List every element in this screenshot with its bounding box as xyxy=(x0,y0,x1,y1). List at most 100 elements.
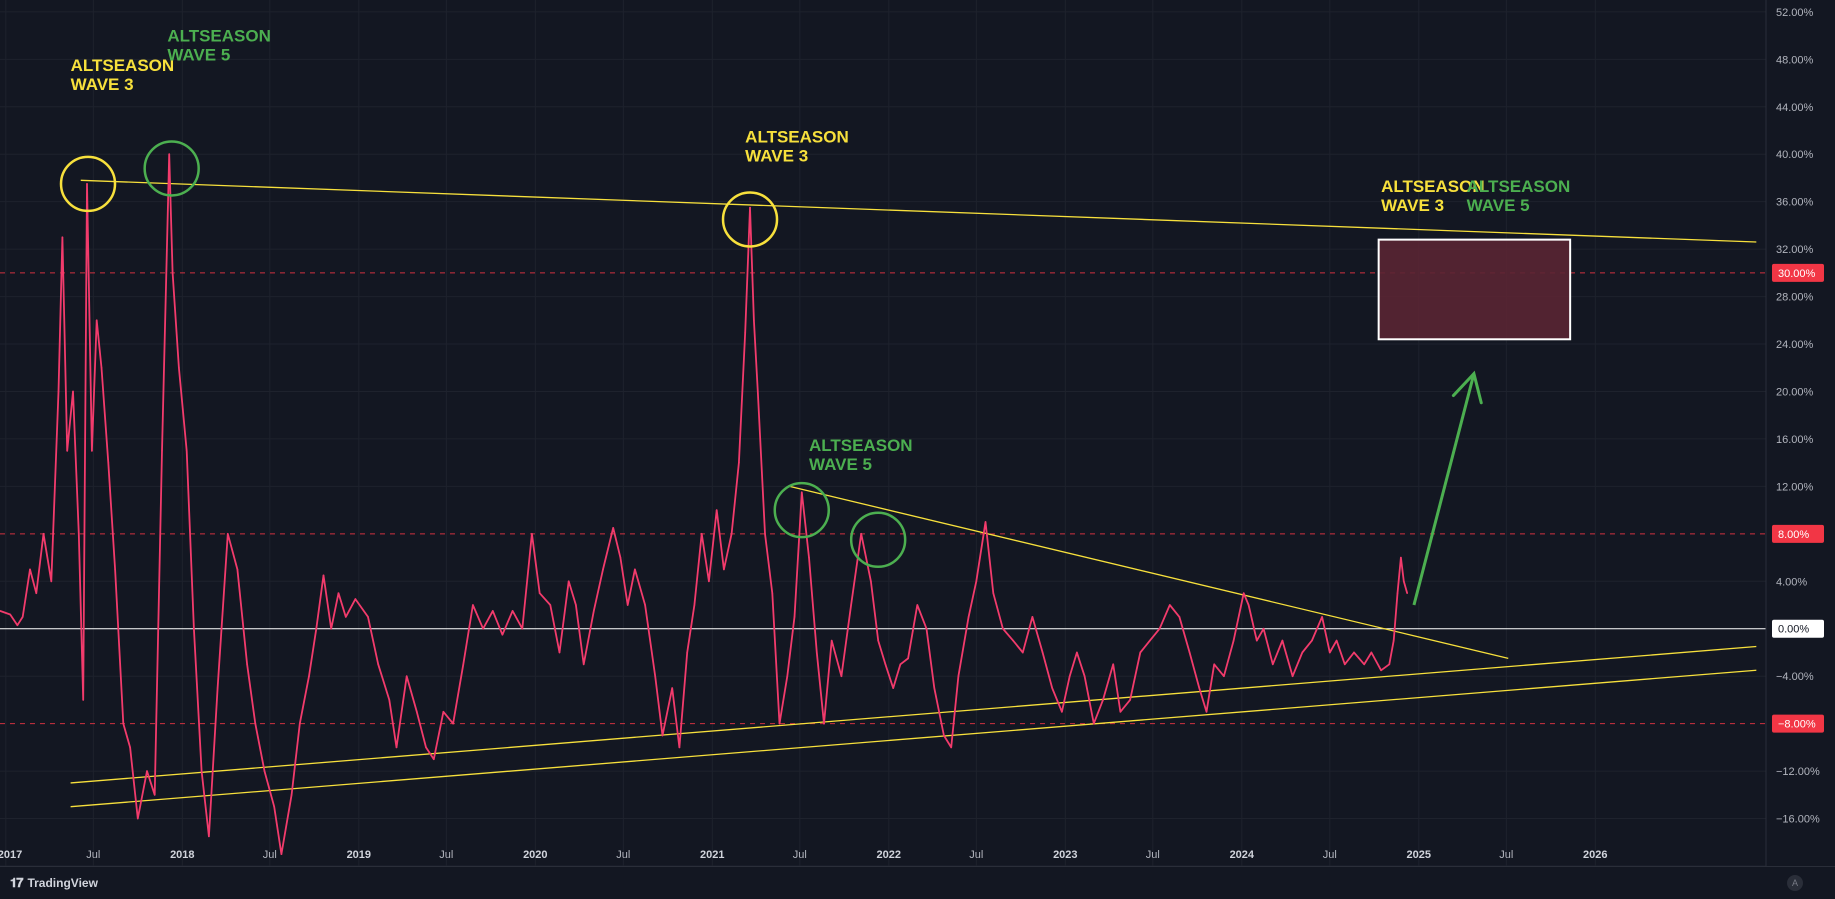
x-tick-label: 2021 xyxy=(700,849,724,861)
series-point xyxy=(168,153,171,156)
series-point xyxy=(1370,651,1373,654)
series-point xyxy=(462,663,465,666)
series-point xyxy=(793,616,796,618)
level-badge-label: −8.00% xyxy=(1778,719,1816,731)
tradingview-logo[interactable]: 𝟏𝟕 TradingView xyxy=(10,875,98,891)
trendline[interactable] xyxy=(80,179,1757,243)
annotation-label: ALTSEASON xyxy=(1467,177,1571,196)
series-point xyxy=(1247,604,1250,606)
series-point xyxy=(753,319,755,322)
x-tick-label: Jul xyxy=(263,849,277,861)
series-point xyxy=(236,568,239,571)
annotation-label: WAVE 3 xyxy=(71,75,134,94)
series-point xyxy=(661,734,664,737)
series-point xyxy=(1061,710,1063,713)
series-point xyxy=(21,616,24,618)
series-point xyxy=(1102,699,1104,701)
series-point xyxy=(1178,616,1181,618)
series-point xyxy=(129,746,131,749)
series-point xyxy=(1223,675,1225,677)
series-point xyxy=(1149,639,1151,642)
trendline[interactable] xyxy=(70,669,1757,808)
series-point xyxy=(800,491,803,494)
series-point xyxy=(619,556,622,559)
series-point xyxy=(1051,687,1054,689)
series-point xyxy=(1168,604,1171,606)
series-point xyxy=(200,770,203,772)
series-point xyxy=(16,624,19,626)
x-tick-label: Jul xyxy=(1499,849,1513,861)
series-point xyxy=(452,722,454,725)
series-point xyxy=(686,651,688,654)
series-point xyxy=(815,651,818,654)
time-axis[interactable]: 2017 Jul 2018 Jul 2019 Jul 2020 Jul 2021 Jul 2022 J… xyxy=(0,849,1608,861)
trendline[interactable] xyxy=(70,645,1757,784)
series-point xyxy=(100,366,103,369)
series-point xyxy=(1256,639,1258,642)
series-point xyxy=(1076,651,1078,654)
y-tick-label: −12.00% xyxy=(1776,766,1820,778)
level-badge xyxy=(1772,714,1824,733)
x-tick-label: 2023 xyxy=(1053,849,1077,861)
series-point xyxy=(1112,663,1114,666)
series-point xyxy=(432,758,435,761)
series-point xyxy=(501,633,504,636)
series-point xyxy=(208,835,210,838)
series-point xyxy=(57,390,60,393)
chart-footer: 𝟏𝟕 TradingView A xyxy=(0,866,1835,899)
series-point xyxy=(715,509,718,511)
series-point xyxy=(216,687,219,689)
annotation-label: ALTSEASON xyxy=(71,56,175,75)
series-point xyxy=(1400,556,1402,559)
series-point xyxy=(730,533,733,535)
series-point xyxy=(567,580,570,583)
series-point xyxy=(916,604,919,606)
series-point xyxy=(107,461,110,464)
series-point xyxy=(1188,651,1191,654)
target-zone-box[interactable] xyxy=(1377,238,1572,341)
series-point xyxy=(280,853,283,855)
series-point xyxy=(654,675,657,677)
target-zone xyxy=(1377,238,1572,341)
series-point xyxy=(700,533,703,535)
auto-scale-button[interactable]: A xyxy=(1787,875,1803,891)
series-point xyxy=(1392,639,1395,642)
series-point xyxy=(771,592,774,594)
trendlines xyxy=(70,179,1757,808)
highlight-circle xyxy=(143,140,200,197)
series-point xyxy=(1403,580,1405,583)
series-point xyxy=(1232,639,1235,642)
series-point xyxy=(1335,639,1338,642)
annotation-label: ALTSEASON xyxy=(1381,177,1485,196)
series-point xyxy=(899,663,902,666)
series-point xyxy=(975,580,978,583)
price-axis[interactable]: 52.00% 48.00% 44.00% 40.00% 36.00% 32.00% 28.0… xyxy=(1765,0,1835,866)
series-point xyxy=(1329,651,1331,654)
series-point xyxy=(91,449,93,452)
series-point xyxy=(442,710,445,713)
series-point xyxy=(330,627,333,630)
brand-name: TradingView xyxy=(27,876,98,890)
series-point xyxy=(354,598,357,600)
highlight-circle xyxy=(59,155,117,213)
annotation-label: ALTSEASON xyxy=(167,27,271,46)
series-point xyxy=(870,580,872,583)
level-badge xyxy=(1772,263,1824,282)
series-point xyxy=(738,461,740,464)
arrow-head xyxy=(1451,370,1483,405)
series-point xyxy=(582,663,585,666)
series-point xyxy=(892,687,894,689)
level-lines xyxy=(0,272,1766,725)
series-point xyxy=(884,663,887,666)
series-point xyxy=(185,449,188,452)
series-point xyxy=(114,568,116,571)
level-badge-label: 30.00% xyxy=(1778,268,1816,280)
series-point xyxy=(1041,651,1044,654)
series-point xyxy=(1083,675,1086,677)
trendline[interactable] xyxy=(789,485,1509,660)
series-point xyxy=(1158,627,1161,630)
series-point xyxy=(1388,663,1391,666)
